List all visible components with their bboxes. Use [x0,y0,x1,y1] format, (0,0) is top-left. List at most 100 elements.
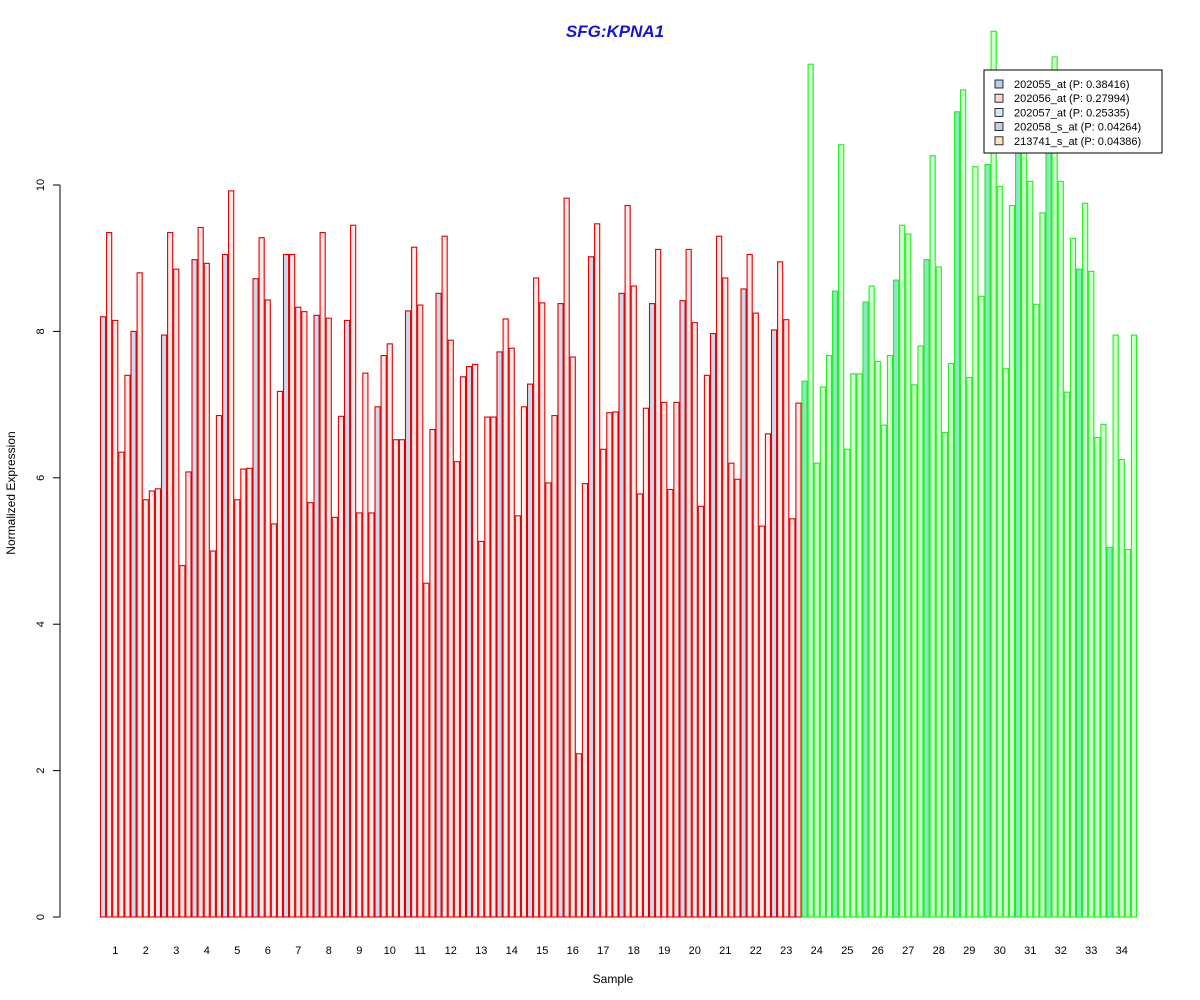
bar-sample-25-series-5 [856,373,863,918]
bar-sample-20-series-1 [679,300,686,918]
bar-sample-16-series-5 [581,483,589,918]
x-tick-label: 23 [780,945,792,957]
x-tick-label: 15 [536,945,548,957]
bar-sample-13-series-3 [478,540,485,918]
bar-sample-34-series-3 [1118,458,1125,918]
legend-entry: 202056_at (P: 0.27994) [1014,93,1130,105]
bar-sample-1-series-1 [99,316,107,918]
x-tick-label: 3 [173,945,179,957]
bar-sample-2-series-5 [154,488,162,918]
bar-sample-32-series-5 [1069,237,1077,918]
bar-sample-15-series-4 [545,482,552,918]
legend-swatch [994,122,1004,131]
x-tick-label: 9 [356,945,362,957]
bar-sample-33-series-2 [1082,202,1089,918]
bar-sample-7-series-2 [289,253,296,918]
bar-sample-14-series-1 [496,351,503,918]
bar-sample-6-series-2 [258,237,265,918]
x-tick-label: 24 [811,945,823,957]
x-tick-label: 5 [234,945,240,957]
bar-sample-9-series-2 [350,224,357,918]
bar-sample-19-series-3 [661,401,668,918]
bar-sample-6-series-5 [276,390,284,918]
bar-sample-17-series-4 [606,412,613,918]
legend: 202055_at (P: 0.38416) 202056_at (P: 0.27… [983,69,1163,154]
y-axis-label: Normalized Expression [4,431,18,554]
bar-sample-17-series-5 [612,411,619,918]
bar-sample-3-series-4 [179,565,186,918]
bar-sample-22-series-3 [752,312,759,918]
x-tick-label: 27 [902,945,914,957]
bar-sample-10-series-3 [386,343,393,918]
bar-sample-32-series-1 [1045,136,1052,918]
bar-sample-29-series-3 [966,376,973,918]
bar-sample-11-series-3 [417,304,424,918]
legend-box [983,69,1163,154]
bar-sample-3-series-1 [160,334,168,918]
bar-sample-14-series-4 [514,515,521,918]
x-tick-label: 12 [445,945,457,957]
bar-sample-5-series-1 [221,253,229,918]
x-tick-label: 21 [719,945,731,957]
bar-sample-31-series-4 [1033,303,1040,918]
bar-sample-9-series-5 [368,512,375,918]
bar-sample-9-series-4 [362,372,369,918]
bar-sample-26-series-2 [868,285,875,918]
bar-sample-23-series-3 [783,319,790,918]
x-tick-label: 4 [204,945,210,957]
bar-sample-23-series-2 [777,261,784,918]
x-tick-label: 11 [415,945,426,957]
bar-sample-17-series-3 [600,448,607,918]
y-tick-label: 6 [35,475,47,481]
bar-sample-19-series-1 [648,303,656,918]
x-tick-label: 29 [963,945,975,957]
bar-sample-21-series-2 [716,235,723,918]
bar-sample-22-series-1 [740,288,747,918]
bar-sample-27-series-1 [892,279,900,918]
bar-sample-13-series-1 [465,365,473,918]
bar-sample-6-series-4 [270,523,277,918]
bar-sample-20-series-3 [691,322,698,918]
bar-sample-32-series-4 [1063,391,1070,918]
bar-sample-14-series-2 [502,318,509,918]
bar-sample-2-series-3 [142,499,149,918]
bar-sample-2-series-4 [148,490,155,918]
bar-sample-30-series-2 [990,30,997,918]
bar-sample-26-series-4 [880,424,887,918]
bar-sample-30-series-3 [996,185,1003,918]
bar-sample-33-series-4 [1094,436,1101,918]
bar-sample-24-series-1 [801,380,808,918]
bar-sample-16-series-1 [557,303,564,918]
bar-sample-21-series-5 [734,478,741,918]
bar-sample-27-series-3 [905,233,912,918]
bar-sample-7-series-5 [307,502,314,918]
bar-sample-19-series-5 [673,401,680,918]
bar-sample-17-series-2 [594,223,601,918]
bar-sample-9-series-1 [343,319,351,918]
bar-sample-28-series-3 [935,266,942,918]
bar-sample-12-series-4 [453,461,460,918]
bar-sample-16-series-4 [575,753,582,918]
bar-sample-10-series-4 [392,439,399,918]
bar-sample-26-series-5 [886,355,894,918]
bar-sample-15-series-1 [526,383,534,918]
y-tick-label: 4 [35,621,47,627]
x-tick-label: 6 [265,945,271,957]
bar-sample-13-series-5 [490,416,497,918]
bar-sample-14-series-3 [508,347,515,918]
bar-sample-33-series-5 [1100,423,1107,918]
bar-sample-3-series-3 [173,268,180,918]
bar-sample-25-series-4 [850,373,857,918]
bar-sample-4-series-1 [191,259,198,918]
x-tick-label: 25 [841,945,853,957]
bar-sample-33-series-1 [1075,268,1083,918]
bar-sample-23-series-1 [770,329,778,918]
bar-sample-16-series-3 [569,356,576,918]
bar-sample-5-series-2 [228,190,235,918]
bar-sample-28-series-1 [923,259,930,918]
x-tick-label: 1 [112,945,118,957]
bar-sample-11-series-5 [429,428,436,918]
bar-sample-4-series-4 [209,550,216,918]
x-tick-label: 14 [506,945,518,957]
bar-sample-1-series-5 [124,374,131,918]
